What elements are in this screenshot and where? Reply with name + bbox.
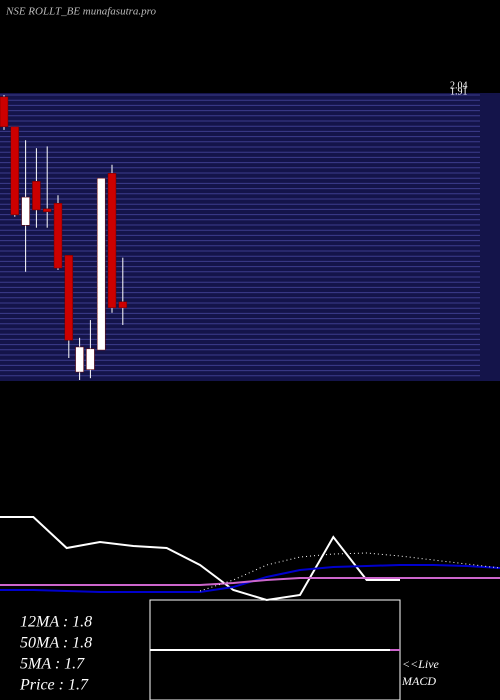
stat-label: Price : 1.7 <box>19 677 89 694</box>
candle-body <box>64 254 74 341</box>
candle-body <box>86 348 95 370</box>
candle-body <box>42 208 52 213</box>
candle-body <box>107 173 117 309</box>
candle-body <box>96 177 106 351</box>
live-label: <<Live <box>402 657 440 671</box>
candle-body <box>0 96 9 128</box>
indicator-line <box>199 552 500 592</box>
price-panel <box>0 93 500 381</box>
candle-body <box>118 301 128 309</box>
y-tick-label: 2.04 <box>450 80 468 91</box>
candle-body <box>32 180 41 211</box>
indicator-line <box>0 577 500 586</box>
candle-body <box>53 203 63 269</box>
indicator-line <box>0 516 400 602</box>
y-tick-label: 1.91 <box>450 86 468 97</box>
chart-title: NSE ROLLT_BE munafasutra.pro <box>5 6 157 18</box>
candle-body <box>75 346 84 373</box>
candle-body <box>21 196 30 226</box>
candle-body <box>10 126 20 216</box>
stat-label: 5MA : 1.7 <box>20 656 85 673</box>
stat-label: 12MA : 1.8 <box>20 614 92 631</box>
stat-label: 50MA : 1.8 <box>20 635 92 652</box>
live-label: MACD <box>401 674 436 688</box>
